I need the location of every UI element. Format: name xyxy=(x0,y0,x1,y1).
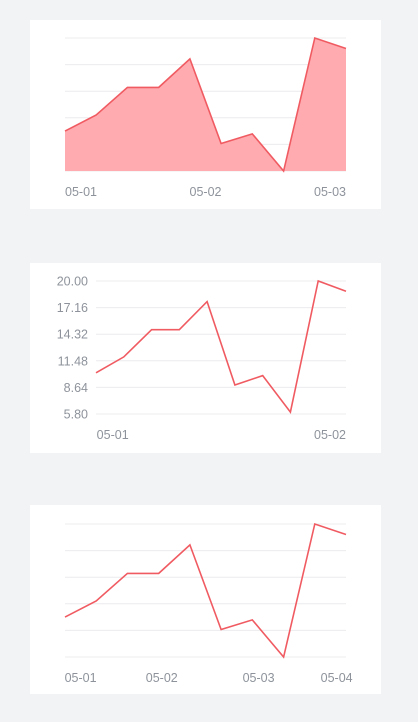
series-line xyxy=(64,522,347,659)
line-chart-card: 20.00 17.16 14.32 11.48 8.64 5.80 05-01 05-02 xyxy=(30,263,381,453)
x-tick-label: 05-01 xyxy=(65,671,97,685)
x-tick-label: 05-02 xyxy=(314,428,346,442)
area-chart: 05-01 05-02 05-03 xyxy=(64,36,347,199)
y-tick-label: 17.16 xyxy=(57,301,88,315)
x-tick-label: 05-02 xyxy=(190,185,222,199)
y-tick-label: 5.80 xyxy=(64,408,88,422)
line-chart: 05-01 05-02 05-03 05-04 xyxy=(64,522,353,685)
series-line xyxy=(64,36,347,173)
x-tick-label: 05-03 xyxy=(314,185,346,199)
x-tick-label: 05-01 xyxy=(65,185,97,199)
area-chart-card: 05-01 05-02 05-03 xyxy=(30,20,381,209)
y-tick-label: 14.32 xyxy=(57,328,88,342)
y-tick-label: 11.48 xyxy=(58,354,88,368)
x-tick-label: 05-03 xyxy=(243,671,275,685)
x-tick-label: 05-01 xyxy=(97,428,129,442)
x-tick-label: 05-04 xyxy=(321,671,353,685)
line-chart-with-y-axis: 20.00 17.16 14.32 11.48 8.64 5.80 05-01 05-02 xyxy=(57,275,347,442)
y-tick-label: 20.00 xyxy=(57,275,88,289)
series-line xyxy=(95,279,347,414)
x-tick-label: 05-02 xyxy=(146,671,178,685)
y-tick-label: 8.64 xyxy=(64,381,88,395)
line-chart-card-bottom: 05-01 05-02 05-03 05-04 xyxy=(30,505,381,694)
area-fill xyxy=(65,38,346,171)
